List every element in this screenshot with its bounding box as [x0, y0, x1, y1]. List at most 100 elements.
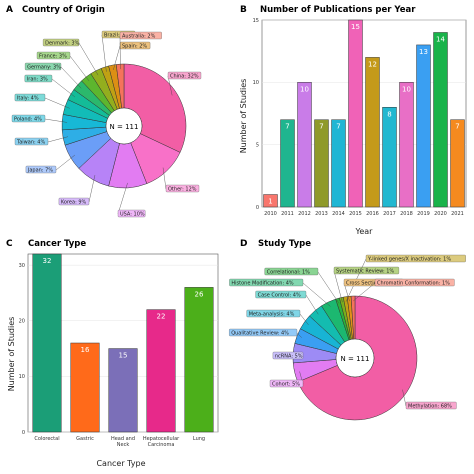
cancer-bar-value-label: 22	[157, 313, 166, 321]
country-slice-label: Other: 12%	[168, 187, 197, 193]
cancer-x-tick-label: Gastric	[76, 436, 94, 442]
country-slice-label: Australia: 2%	[122, 34, 156, 40]
cancer-y-tick-label: 0	[22, 430, 25, 436]
pub-x-tick-label: 2010	[264, 211, 277, 217]
study-hole	[335, 338, 375, 378]
cancer-bar-value-label: 26	[195, 290, 204, 298]
cancer-x-tick-label: Hepatocellular	[143, 436, 180, 442]
cancer-bar	[146, 309, 176, 433]
pub-bar-value-label: 10	[402, 85, 411, 93]
pub-bar	[433, 32, 448, 208]
pub-x-tick-label: 2013	[315, 211, 328, 217]
pub-bar	[348, 19, 363, 208]
study-leader-line	[333, 270, 343, 303]
study-slice-label: Cross Sectional: 1%	[346, 281, 396, 287]
pub-bar	[263, 194, 278, 208]
pub-bar	[382, 107, 397, 208]
country-slice-label: Denmark: 3%	[45, 41, 79, 47]
study-leader-line	[317, 271, 340, 304]
study-slice-label: Case Control: 4%	[258, 293, 301, 299]
cancer-bar	[32, 253, 62, 433]
pub-bar	[331, 119, 346, 208]
panel-d: D Study Type Methylation: 68% Cohort: 5% n…	[229, 239, 466, 421]
cancer-bar-value-label: 32	[43, 257, 52, 265]
pub-x-tick-label: 2012	[298, 211, 311, 217]
country-leader-line	[60, 66, 82, 89]
country-slice-label: Poland: 4%	[14, 117, 42, 123]
study-leader-line	[305, 294, 319, 315]
pub-bar-value-label: 15	[351, 23, 360, 31]
cancer-bar-value-label: 15	[119, 352, 128, 360]
panel-d-title: Study Type	[258, 239, 311, 249]
pub-x-tick-label: 2011	[281, 211, 294, 217]
country-slice-label: Iran: 3%	[27, 77, 48, 83]
cancer-y-tick-label: 10	[19, 374, 25, 380]
panel-a-letter: A	[6, 5, 13, 15]
country-slice-label: Spain: 2%	[122, 44, 147, 50]
study-slice-label: Qualitative Review: 4%	[231, 331, 289, 337]
panel-d-letter: D	[240, 239, 247, 249]
cancer-x-tick-label: Carcinoma	[148, 442, 175, 448]
study-slice-label: Systematic Review: 1%	[336, 269, 394, 275]
study-label-box	[405, 401, 457, 410]
pub-bar	[450, 119, 465, 208]
country-leader-line	[113, 45, 121, 71]
study-slice-label: Histone Modification: 4%	[231, 281, 294, 287]
cancer-x-tick-label: Lung	[193, 436, 205, 442]
pub-bar	[297, 82, 312, 208]
cancer-bar	[184, 287, 214, 433]
country-label-box	[24, 74, 53, 83]
study-slice-label: Cohort: 5%	[272, 382, 300, 388]
pub-bar	[365, 57, 380, 208]
cancer-type-bar-chart: 0 10 20 30 32 Colorectal 16 Gastric 15 Head andNe…	[19, 253, 219, 448]
study-leader-line	[299, 313, 309, 326]
country-label-box	[42, 38, 80, 47]
country-label-box	[25, 165, 57, 174]
pub-y-tick-label: 15	[253, 18, 259, 24]
study-slice-label: Methylation: 68%	[408, 404, 452, 410]
country-slice-label: USA: 10%	[120, 212, 145, 218]
country-label-box	[58, 197, 90, 206]
country-slice-label: Germany: 3%	[27, 65, 61, 71]
pub-y-tick-label: 0	[256, 205, 259, 211]
study-label-box	[272, 351, 304, 360]
panel-b-xlabel: Year	[355, 227, 374, 236]
country-leader-line	[167, 75, 173, 96]
pub-x-tick-label: 2019	[417, 211, 430, 217]
country-slice-label: Korea: 9%	[61, 200, 87, 206]
pub-bar-value-label: 7	[336, 123, 340, 131]
study-label-box	[255, 290, 307, 299]
pub-y-tick-label: 5	[256, 142, 259, 148]
pub-bar-value-label: 12	[368, 60, 377, 68]
panel-b: B Number of Publications per Year 0 5 10 15…	[239, 5, 467, 236]
cancer-bar	[108, 348, 138, 433]
country-leader-line	[78, 42, 99, 76]
study-label-box	[374, 278, 455, 287]
country-label-box	[165, 184, 200, 193]
country-slice-label: France: 3%	[39, 54, 67, 60]
country-label-box	[119, 31, 162, 40]
study-label-box	[246, 309, 301, 318]
panel-b-letter: B	[240, 5, 247, 15]
country-leader-line	[55, 154, 76, 171]
study-slice-label: ncRNA: 5%	[275, 354, 303, 360]
pub-x-tick-label: 2018	[400, 211, 413, 217]
pub-bar	[314, 119, 329, 208]
study-slice-label: Y-linked genes/X inactivation: 1%	[367, 257, 451, 263]
country-label-box	[117, 209, 146, 218]
country-label-box	[167, 71, 202, 80]
study-leader-line	[353, 282, 376, 302]
pub-bar-value-label: 10	[300, 85, 309, 93]
country-leader-line	[162, 167, 167, 190]
study-slice-label: Correlational: 1%	[267, 270, 310, 276]
panel-c-xlabel: Cancer Type	[96, 459, 145, 468]
country-leader-line	[117, 182, 128, 215]
pub-bar-value-label: 14	[436, 35, 445, 43]
study-label-box	[264, 267, 319, 276]
cancer-x-tick-label: Head and	[111, 436, 135, 442]
study-leader-line	[302, 282, 331, 307]
country-slice-label: Taiwan: 4%	[16, 140, 45, 146]
country-leader-line	[69, 55, 90, 82]
panel-a-title: Country of Origin	[22, 5, 105, 15]
